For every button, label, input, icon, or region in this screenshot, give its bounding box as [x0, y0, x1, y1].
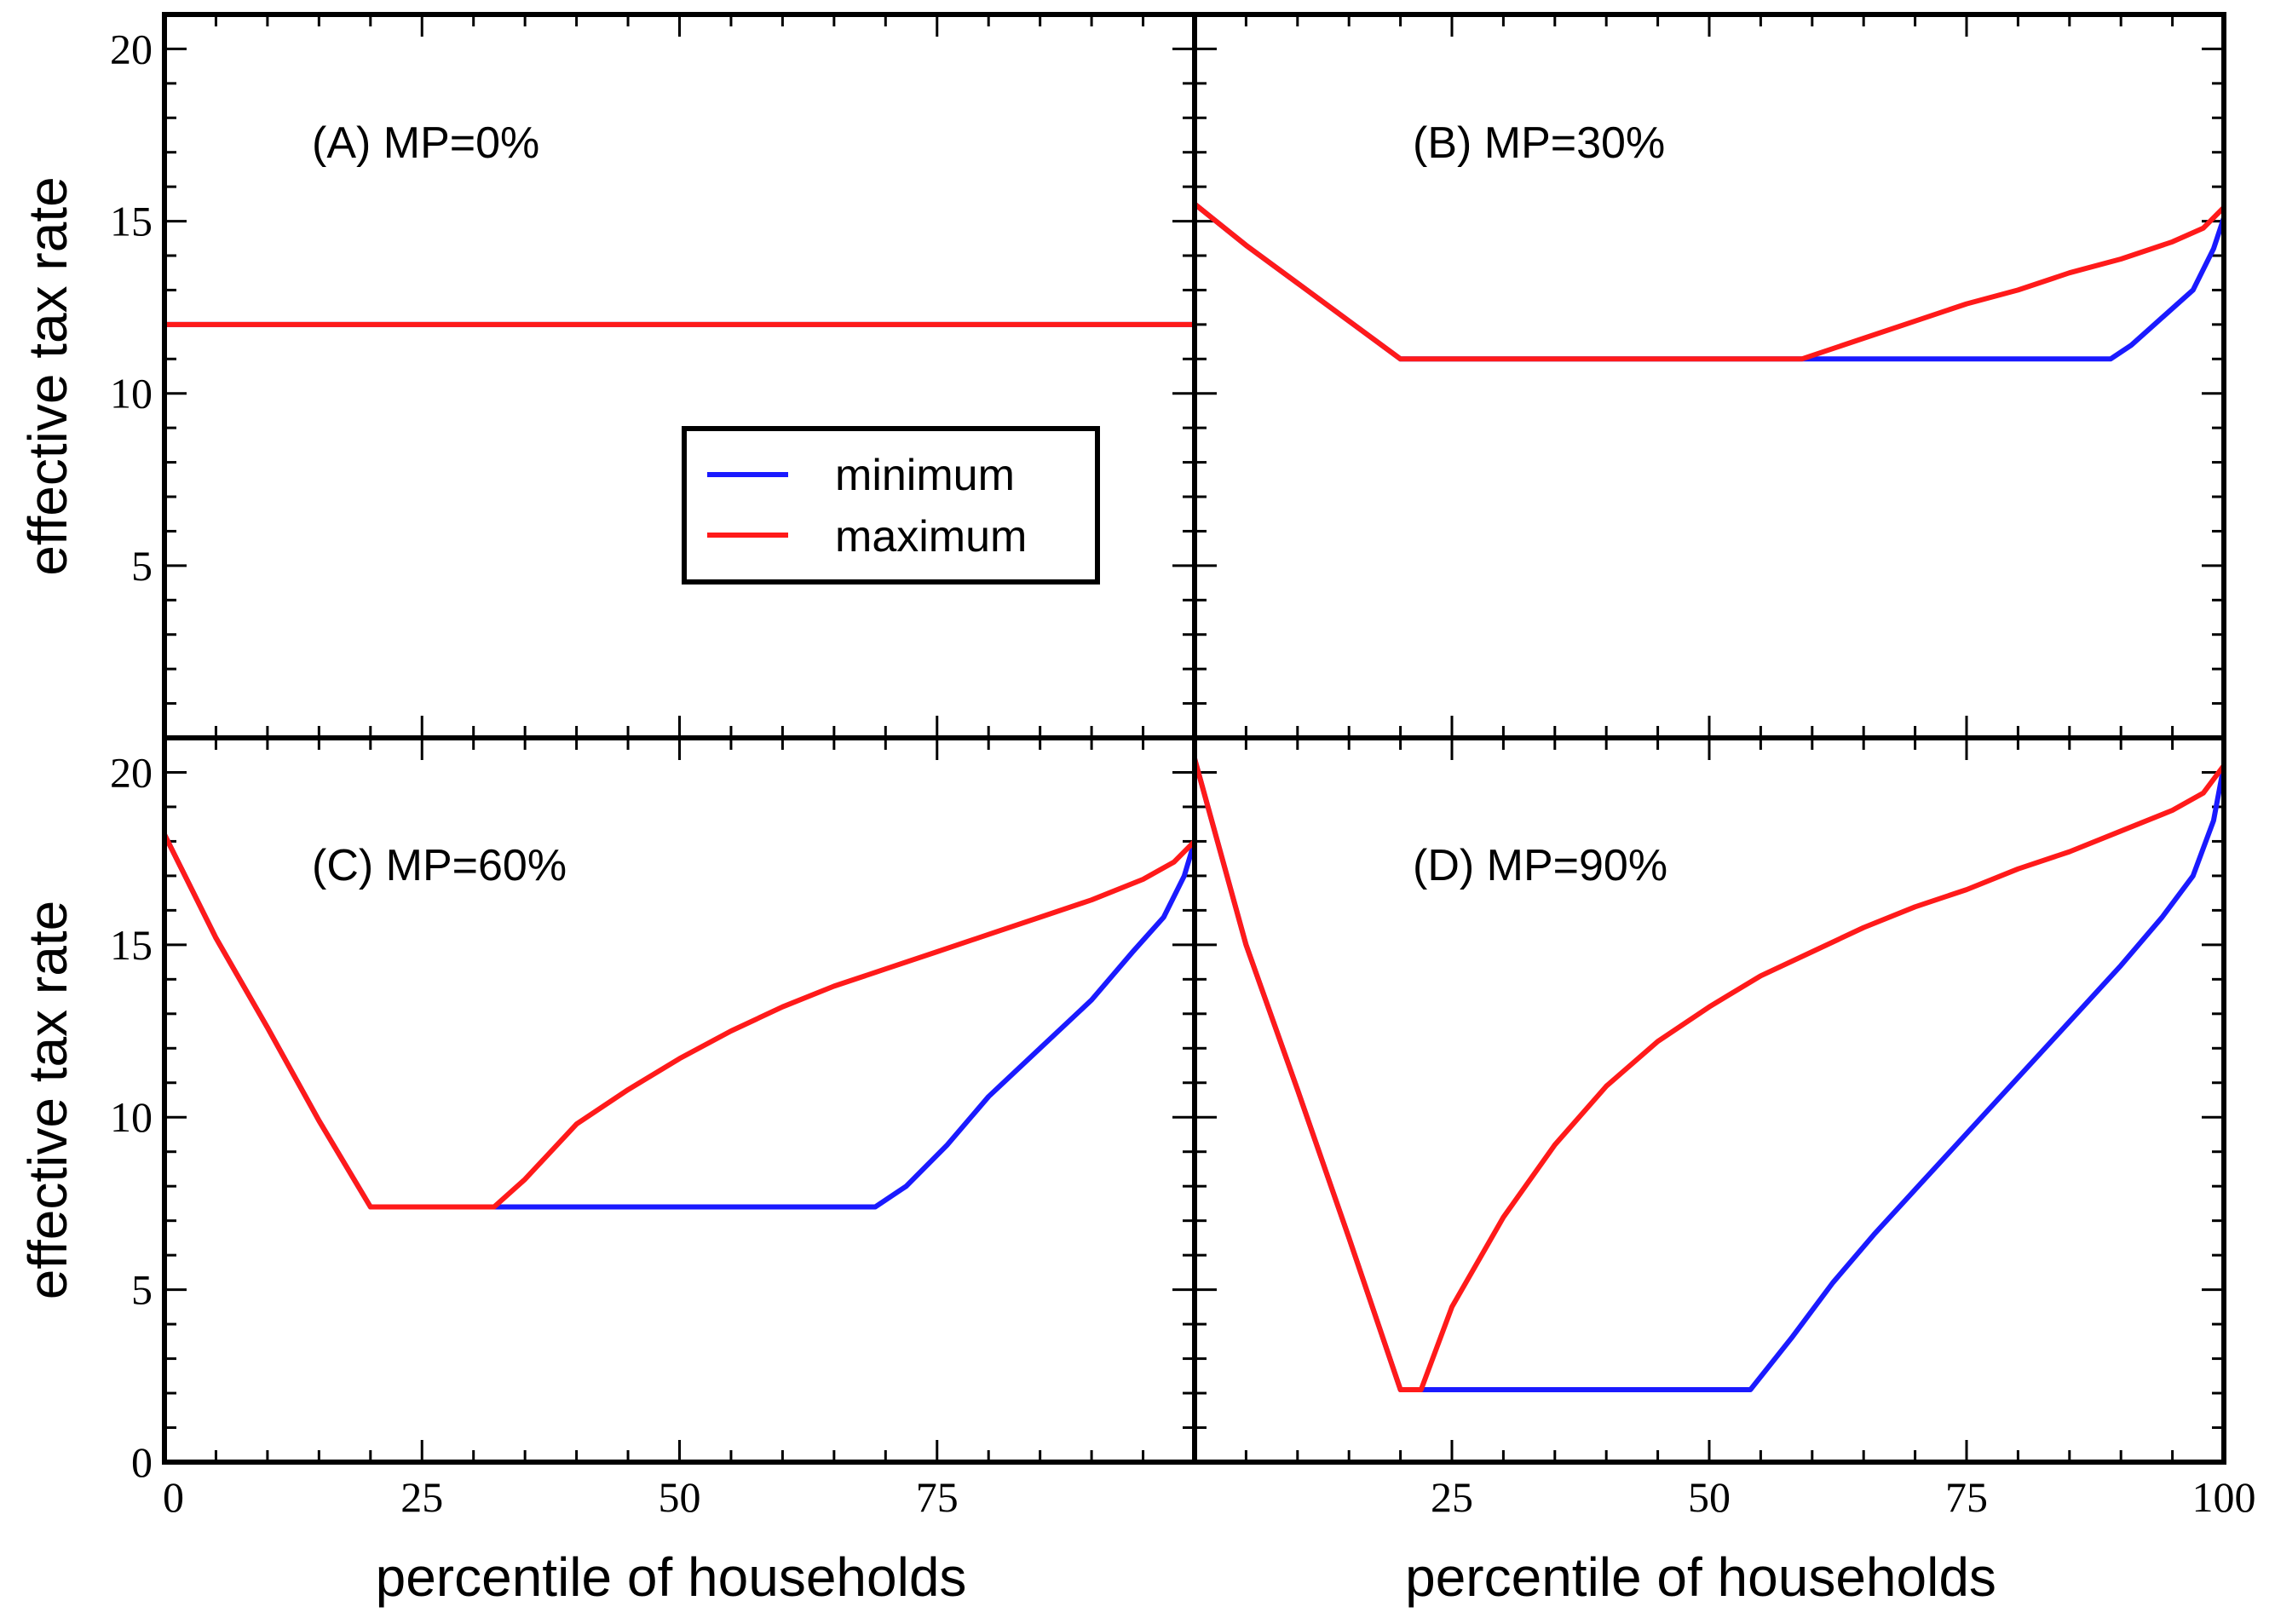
panel-c-ytick-label-10: 10	[110, 1093, 153, 1141]
text-layer: (A) MP=0% 5 10 15 20 (B) MP=30% (C) MP=60% 0 5 10…	[17, 25, 2256, 1608]
legend-label-minimum: minimum	[835, 451, 1015, 500]
panel-a-ytick-label-10: 10	[110, 370, 153, 418]
panel-a-ytick-label-20: 20	[110, 25, 153, 72]
panel-a-ytick-label-15: 15	[110, 198, 153, 245]
legend-box	[682, 426, 1100, 585]
panel-c-xtick-label-0: 0	[163, 1473, 184, 1521]
x-axis-label-col-1: percentile of households	[376, 1546, 967, 1608]
panel-a-ytick-label-5: 5	[131, 542, 153, 590]
series-layer	[162, 201, 2226, 1392]
panel-a-label: (A) MP=0%	[312, 118, 539, 168]
panel-b-label: (B) MP=30%	[1413, 118, 1665, 168]
y-axis-label-row-2: effective tax rate	[17, 901, 78, 1299]
x-axis-label-col-2: percentile of households	[1405, 1546, 1996, 1608]
legend: minimum maximum	[682, 426, 1100, 585]
panel-d-xtick-label-50: 50	[1688, 1473, 1731, 1521]
panel-b-series-minimum	[1192, 201, 2226, 362]
legend-label-maximum: maximum	[835, 512, 1027, 561]
panel-c-ytick-label-0: 0	[131, 1438, 153, 1486]
panel-d-label: (D) MP=90%	[1413, 841, 1667, 890]
panel-c-xtick-label-50: 50	[659, 1473, 701, 1521]
panel-d-frame	[1192, 735, 2226, 1465]
panel-d-xtick-label-25: 25	[1431, 1473, 1473, 1521]
panel-d-series-maximum	[1192, 756, 2226, 1392]
y-axis-label-row-1: effective tax rate	[17, 176, 78, 575]
panel-d-xtick-label-75: 75	[1945, 1473, 1988, 1521]
panel-c-ytick-label-20: 20	[110, 748, 153, 796]
panel-c-label: (C) MP=60%	[312, 841, 567, 890]
frame-layer	[162, 12, 2226, 1465]
panel-d-xtick-label-100: 100	[2192, 1473, 2256, 1521]
panel-c-ytick-label-15: 15	[110, 921, 153, 969]
panel-c-xtick-label-25: 25	[400, 1473, 443, 1521]
panel-c-ytick-label-5: 5	[131, 1266, 153, 1314]
panel-c-xtick-label-75: 75	[916, 1473, 959, 1521]
panel-b-series-maximum	[1192, 201, 2226, 362]
panel-b-frame	[1192, 12, 2226, 740]
panel-c-series-maximum	[162, 832, 1197, 1210]
